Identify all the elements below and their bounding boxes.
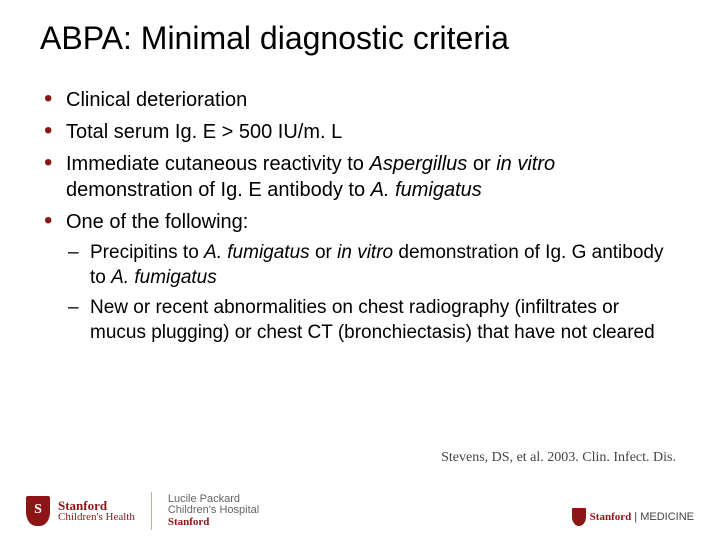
brand-line: | MEDICINE bbox=[631, 511, 694, 523]
italic-text: in vitro bbox=[496, 153, 555, 175]
brand-line: Stanford bbox=[590, 511, 632, 523]
bullet-text: demonstration of Ig. E antibody to bbox=[66, 179, 371, 201]
brand-line: Children's Health bbox=[58, 512, 135, 523]
bullet-item: Clinical deterioration bbox=[40, 87, 680, 113]
bullet-item: Total serum Ig. E > 500 IU/m. L bbox=[40, 119, 680, 145]
slide-container: ABPA: Minimal diagnostic criteria Clinic… bbox=[0, 0, 720, 540]
brand-lucile-packard: Lucile Packard Children's Hospital Stanf… bbox=[168, 494, 259, 529]
brand-stanford-medicine: Stanford | MEDICINE bbox=[590, 511, 694, 523]
bullet-list: Clinical deterioration Total serum Ig. E… bbox=[40, 87, 680, 346]
bullet-text: Clinical deterioration bbox=[66, 89, 247, 111]
footer-left: Stanford Children's Health Lucile Packar… bbox=[26, 492, 259, 530]
italic-text: Aspergillus bbox=[369, 153, 467, 175]
brand-line: Stanford bbox=[168, 517, 259, 529]
sub-bullet-text: New or recent abnormalities on chest rad… bbox=[90, 297, 655, 343]
footer-right: Stanford | MEDICINE bbox=[572, 508, 694, 526]
citation-text: Stevens, DS, et al. 2003. Clin. Infect. … bbox=[441, 450, 676, 466]
italic-text: A. fumigatus bbox=[204, 242, 315, 263]
sub-bullet-item: New or recent abnormalities on chest rad… bbox=[66, 296, 680, 345]
bullet-item: Immediate cutaneous reactivity to Asperg… bbox=[40, 151, 680, 203]
italic-text: A. fumigatus bbox=[371, 179, 482, 201]
bullet-text: Total serum Ig. E > 500 IU/m. L bbox=[66, 121, 342, 143]
bullet-text: One of the following: bbox=[66, 211, 248, 233]
sub-bullet-item: Precipitins to A. fumigatus or in vitro … bbox=[66, 241, 680, 290]
brand-stanford-childrens: Stanford Children's Health bbox=[58, 499, 135, 523]
bullet-text: Immediate cutaneous reactivity to bbox=[66, 153, 369, 175]
slide-title: ABPA: Minimal diagnostic criteria bbox=[40, 20, 680, 57]
shield-icon bbox=[572, 508, 586, 526]
sub-bullet-text: Precipitins to bbox=[90, 242, 204, 263]
italic-text: A. fumigatus bbox=[111, 267, 217, 288]
bullet-item: One of the following: Precipitins to A. … bbox=[40, 209, 680, 346]
divider bbox=[151, 492, 152, 530]
italic-text: in vitro bbox=[337, 242, 393, 263]
sub-bullet-list: Precipitins to A. fumigatus or in vitro … bbox=[66, 241, 680, 346]
bullet-text: or bbox=[467, 153, 496, 175]
shield-icon bbox=[26, 496, 50, 526]
sub-bullet-text: or bbox=[315, 242, 337, 263]
footer: Stanford Children's Health Lucile Packar… bbox=[0, 482, 720, 540]
